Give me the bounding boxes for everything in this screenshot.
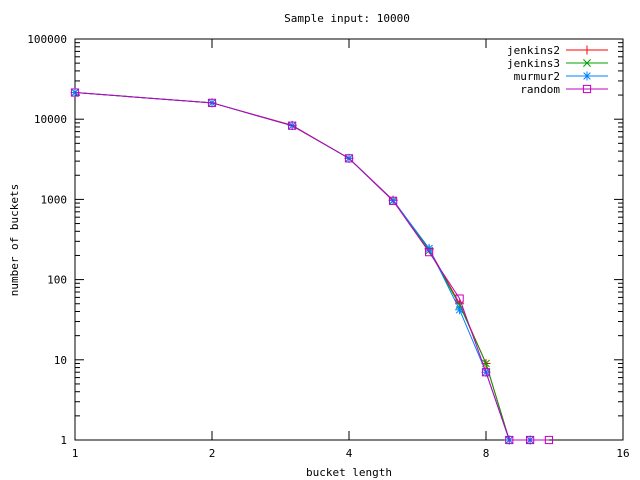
legend-entry-random: random <box>520 83 608 96</box>
series-layer <box>70 88 554 445</box>
x-tick-label: 2 <box>209 447 216 460</box>
series-random-point <box>544 435 554 445</box>
axis-ticks: 1 2 4 8 16 1 10 100 1000 10000 100000 <box>27 33 629 460</box>
series-random-point <box>70 88 80 97</box>
series-random-point <box>481 368 491 377</box>
y-tick-label: 10 <box>54 354 67 367</box>
series-random <box>70 88 554 445</box>
x-tick-label: 16 <box>616 447 629 460</box>
y-tick-label: 10000 <box>34 113 67 126</box>
series-random-point <box>505 435 514 445</box>
series-random-point <box>455 294 464 303</box>
legend-label: jenkins2 <box>507 44 560 57</box>
series-line-jenkins3 <box>74 92 531 441</box>
legend-entry-jenkins3: jenkins3 <box>507 57 608 70</box>
legend-label: murmur2 <box>514 70 560 83</box>
chart-title: Sample input: 10000 <box>284 12 410 25</box>
series-jenkins3 <box>71 88 535 444</box>
y-tick-label: 100 <box>47 274 67 287</box>
series-line-jenkins2 <box>74 92 531 441</box>
legend-label: random <box>520 83 560 96</box>
series-random-point <box>526 435 535 445</box>
x-tick-label: 4 <box>346 447 353 460</box>
series-line-random <box>74 92 549 441</box>
series-random-point <box>344 154 354 163</box>
series-random-point <box>389 196 398 205</box>
series-line-murmur2 <box>74 92 531 441</box>
legend-murmur2-point <box>582 71 592 81</box>
series-murmur2-point <box>455 305 465 315</box>
series-random-point <box>207 98 217 107</box>
x-tick-label: 8 <box>483 447 490 460</box>
series-murmur2 <box>70 88 535 445</box>
legend-jenkins2-point <box>582 45 592 55</box>
legend-random-point <box>582 84 592 94</box>
series-random-point <box>288 121 297 130</box>
y-tick-label: 1 <box>60 434 67 447</box>
legend-label: jenkins3 <box>507 57 560 70</box>
y-tick-label: 100000 <box>27 33 67 46</box>
series-jenkins2 <box>70 88 535 445</box>
legend-entry-murmur2: murmur2 <box>514 70 608 83</box>
x-axis-label: bucket length <box>306 466 392 479</box>
y-axis-label: number of buckets <box>8 184 21 297</box>
series-random-point <box>425 248 434 257</box>
legend-jenkins3-point <box>583 59 591 67</box>
legend-entry-jenkins2: jenkins2 <box>507 44 608 57</box>
x-tick-label: 1 <box>72 447 79 460</box>
y-tick-label: 1000 <box>41 193 68 206</box>
